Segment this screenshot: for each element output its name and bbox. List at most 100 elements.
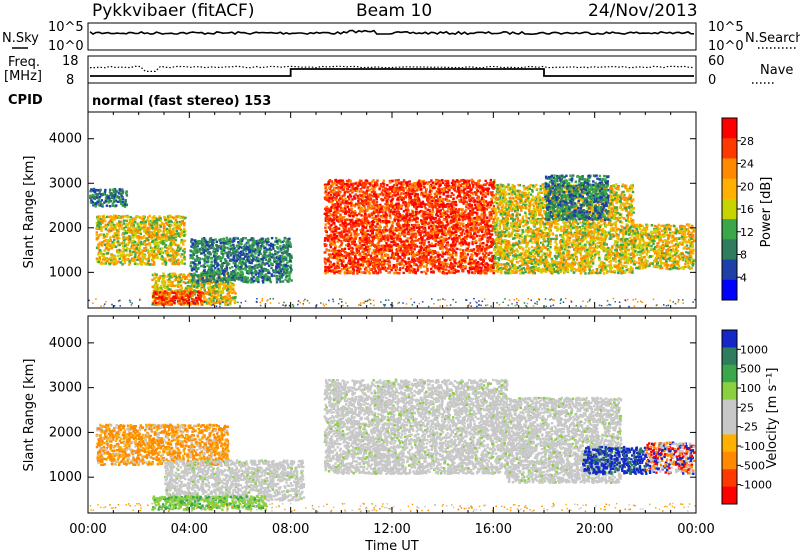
power-cell (371, 207, 374, 210)
power-cell (225, 260, 228, 263)
power-cell (168, 226, 172, 229)
power-cell (376, 179, 379, 182)
power-cell (169, 297, 173, 301)
power-cell (93, 196, 96, 199)
power-cell (155, 220, 158, 223)
power-cell (479, 222, 482, 226)
power-cell (380, 244, 383, 247)
power-cell (104, 223, 108, 227)
power-cell (125, 194, 129, 197)
power-cell (110, 247, 113, 250)
power-cell (376, 206, 379, 210)
power-cell (170, 272, 173, 276)
power-cell (104, 262, 107, 265)
power-cell (199, 288, 203, 291)
power-cell (422, 254, 425, 257)
power-cell (155, 293, 158, 296)
power-cell (458, 200, 462, 203)
power-cell (196, 302, 199, 305)
power-cell (264, 278, 267, 281)
power-cell (158, 298, 161, 302)
power-cell (103, 249, 107, 252)
power-cell (196, 279, 199, 282)
power-cell (442, 191, 445, 195)
power-cell (225, 269, 229, 272)
nave-series (90, 65, 695, 72)
power-cell (427, 213, 430, 216)
power-cell (239, 239, 242, 242)
power-cell (442, 193, 445, 196)
power-cell (362, 193, 366, 196)
power-cell (176, 221, 179, 224)
power-cell (172, 238, 175, 241)
power-cell (223, 267, 227, 271)
nsearch-tick-top: 10^5 (708, 20, 744, 35)
freq-strip-frame (87, 55, 697, 84)
power-cell (260, 252, 263, 255)
power-cell (122, 227, 126, 230)
power-cell (239, 243, 242, 246)
power-cell (289, 271, 292, 274)
power-cell (98, 256, 101, 259)
power-cell (201, 280, 204, 284)
power-cell (97, 243, 100, 246)
power-cell (164, 302, 167, 306)
power-cell (212, 264, 215, 267)
power-cell (172, 295, 175, 298)
power-cell (206, 292, 209, 295)
power-cell (166, 278, 169, 282)
power-cell (168, 231, 171, 234)
power-cell (460, 238, 463, 241)
power-cell (103, 262, 106, 265)
power-cell (282, 246, 285, 249)
power-cell (181, 234, 184, 237)
power-cell (397, 182, 400, 185)
power-cell (492, 225, 495, 228)
power-cell (435, 225, 438, 228)
power-cell (473, 220, 477, 224)
power-cell (174, 218, 178, 221)
power-cell (251, 265, 254, 269)
power-cell (348, 195, 351, 198)
power-cell (435, 213, 438, 216)
power-cell (220, 272, 223, 275)
power-cell (112, 244, 115, 247)
power-cell (214, 290, 217, 293)
power-cell (200, 246, 204, 249)
power-cell (219, 258, 223, 262)
power-cell (428, 205, 431, 208)
power-cell (180, 287, 183, 291)
power-cell (143, 249, 146, 253)
power-cell (103, 201, 106, 204)
power-cell (374, 225, 377, 228)
power-cell (91, 193, 95, 197)
power-cell (453, 180, 456, 184)
power-cell (222, 253, 225, 256)
power-cell (275, 265, 278, 268)
power-cell (167, 273, 170, 277)
power-cell (376, 210, 379, 214)
power-cell (339, 205, 342, 208)
power-cell (410, 243, 413, 246)
power-cell (125, 190, 128, 193)
power-cell (483, 270, 487, 273)
power-cell (231, 265, 234, 269)
power-cell (333, 239, 336, 242)
power-cell (187, 295, 190, 299)
power-cell (166, 218, 170, 221)
power-cell (217, 298, 220, 301)
power-cell (152, 285, 156, 288)
power-cell (464, 265, 467, 268)
power-cell (182, 230, 186, 233)
power-cell (250, 261, 253, 265)
power-cell (104, 196, 108, 200)
power-cell (122, 219, 126, 222)
power-cell (274, 253, 277, 256)
power-cell (251, 241, 255, 244)
power-cell (354, 237, 357, 240)
power-cell (115, 233, 118, 237)
power-cell (246, 281, 249, 284)
power-cell (202, 264, 205, 267)
power-cell (109, 200, 113, 203)
power-cell (359, 198, 362, 201)
